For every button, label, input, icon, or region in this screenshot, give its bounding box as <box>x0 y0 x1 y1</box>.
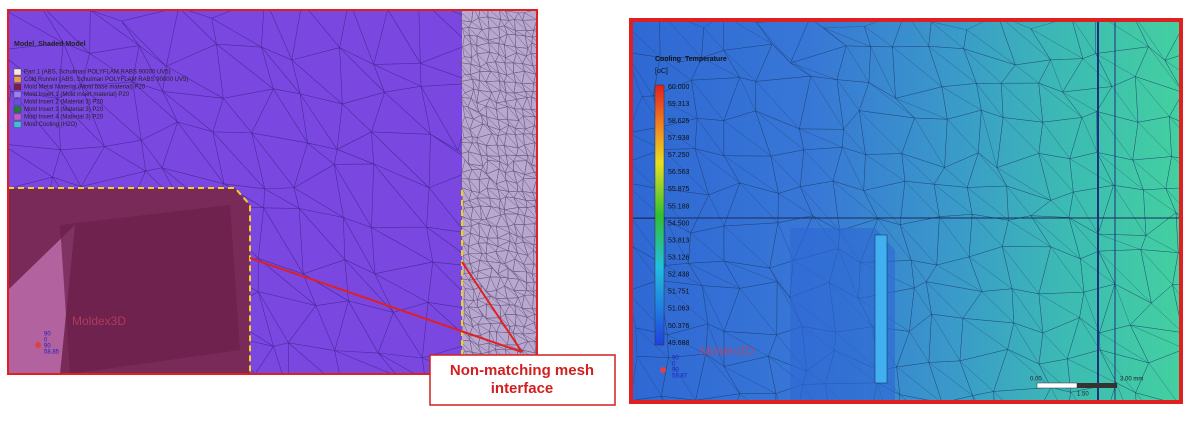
legend-label: Mold Cooling (H2O) <box>24 122 77 128</box>
left-mesh <box>8 10 537 374</box>
right-mesh <box>631 20 1181 402</box>
legend-swatch <box>13 98 22 106</box>
axis-label: 90 <box>672 356 679 362</box>
scale-label: 54.500 <box>668 220 690 227</box>
legend-swatch <box>13 68 22 76</box>
legend-label: Mold Insert 2 (Material 3) P20 <box>24 100 104 106</box>
scale-bar: 0.00 1.50 3.00 mm <box>1030 377 1143 398</box>
legend-swatch <box>13 106 22 113</box>
callout-label: Non-matching mesh interface <box>450 362 594 397</box>
legend-label: Mold Insert 4 (Material 3) P20 <box>24 115 104 121</box>
legend-label: Part 1 (ABS, Schulman POLYFLAM RABS 9000… <box>24 70 171 76</box>
callout-text: Non-matching mesh interface <box>450 362 594 397</box>
legend-swatch <box>13 121 22 128</box>
scale-bar-label: 3.00 mm <box>1120 377 1143 383</box>
left-title: Model_Shaded Model <box>14 41 86 48</box>
scale-label: 60.000 <box>668 84 690 91</box>
legend-swatch <box>13 76 22 83</box>
logo: Moldex3D <box>700 344 754 358</box>
scale-label: 51.063 <box>668 306 690 313</box>
logo: Moldex3D <box>72 314 126 328</box>
legend-label: Mold Metal Material (Mold base material)… <box>24 85 146 91</box>
color-bar <box>654 84 665 346</box>
axis-label: 90 <box>44 344 51 350</box>
scale-label: 59.313 <box>668 101 690 108</box>
scale-label: 57.938 <box>668 135 690 142</box>
callout-box <box>429 354 616 406</box>
legend-label: Cold Runner (ABS, Schulman POLYFLAM RABS… <box>24 77 188 83</box>
color-bar-labels: 60.000 59.313 58.625 57.938 57.250 56.563 55.8… <box>668 84 690 347</box>
legend-label: Mold Insert 1 (Mold insert material) P20 <box>24 92 130 98</box>
scale-label: 53.126 <box>668 255 690 262</box>
scale-bar-label: 1.50 <box>1077 392 1089 398</box>
scale-label: 55.875 <box>668 186 690 193</box>
axis-label: 58.87 <box>672 374 688 380</box>
axis-label: 0 <box>672 362 676 368</box>
right-title: Cooling_Temperature <box>655 56 727 63</box>
axis-label: 0 <box>44 338 48 344</box>
scale-label: 51.751 <box>668 289 690 296</box>
scale-label: 56.563 <box>668 169 690 176</box>
legend-label: Mold Insert 3 (Material 3) P20 <box>24 107 104 113</box>
left-legend: Part 1 (ABS, Schulman POLYFLAM RABS 9000… <box>13 68 188 128</box>
unit: [oC] <box>655 68 668 75</box>
scale-label: 58.625 <box>668 118 690 125</box>
scale-label: 55.188 <box>668 203 690 210</box>
scale-label: 50.376 <box>668 323 690 330</box>
axis-label: 90 <box>44 332 51 338</box>
scale-bar-label: 0.00 <box>1030 377 1042 383</box>
legend-swatch <box>13 113 22 121</box>
scale-label: 52.438 <box>668 272 690 279</box>
axis-label: 58.85 <box>44 350 60 356</box>
legend-swatch <box>13 91 22 98</box>
scale-label: 49.688 <box>668 340 690 347</box>
axis-label: 90 <box>672 368 679 374</box>
scale-label: 57.250 <box>668 152 690 159</box>
scale-label: 53.813 <box>668 237 690 244</box>
legend-swatch <box>13 83 22 91</box>
